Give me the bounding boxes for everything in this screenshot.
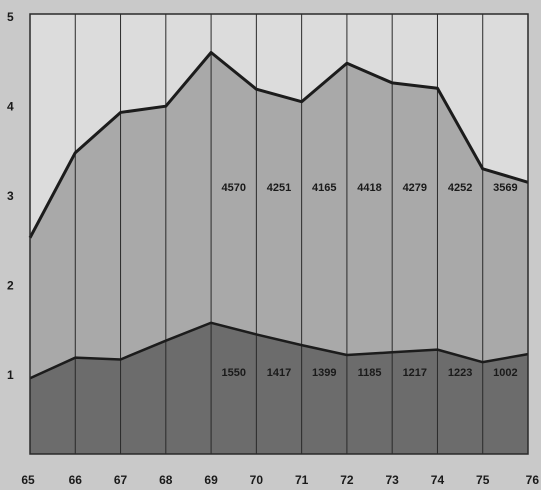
y-tick-label-1: 1 (7, 368, 14, 382)
y-tick-label-4: 4 (7, 100, 14, 114)
lower-data-label-75: 1002 (493, 367, 517, 379)
upper-data-label-75: 3569 (493, 182, 517, 194)
lower-data-label-73: 1217 (403, 367, 427, 379)
x-tick-label-71: 71 (295, 473, 309, 487)
upper-data-label-73: 4279 (403, 182, 427, 194)
x-tick-label-70: 70 (250, 473, 264, 487)
x-tick-label-68: 68 (159, 473, 173, 487)
lower-series-line (29, 321, 529, 380)
lower-data-label-70: 1417 (267, 367, 291, 379)
upper-data-label-74: 4252 (448, 182, 472, 194)
lower-data-label-71: 1399 (312, 367, 336, 379)
lower-data-label-72: 1185 (358, 367, 382, 379)
x-tick-label-73: 73 (386, 473, 400, 487)
y-tick-label-5: 5 (7, 10, 14, 24)
x-tick-label-69: 69 (204, 473, 218, 487)
plot-frame (29, 13, 529, 455)
upper-data-label-72: 4418 (357, 182, 381, 194)
x-tick-label-65: 65 (21, 473, 35, 487)
x-tick-label-74: 74 (431, 473, 445, 487)
lower-data-label-74: 1223 (448, 367, 472, 379)
x-tick-label-72: 72 (340, 473, 354, 487)
x-tick-label-67: 67 (114, 473, 128, 487)
upper-data-label-69: 4570 (221, 182, 245, 194)
lower-data-label-69: 1550 (221, 367, 245, 379)
y-tick-label-3: 3 (7, 189, 14, 203)
lower-series-area (30, 322, 528, 454)
x-tick-label-66: 66 (69, 473, 83, 487)
upper-data-label-70: 4251 (267, 182, 291, 194)
upper-series-line (28, 50, 529, 239)
x-tick-label-75: 75 (476, 473, 490, 487)
x-tick-label-76: 76 (526, 473, 540, 487)
y-tick-label-2: 2 (7, 279, 14, 293)
upper-data-label-71: 4165 (312, 182, 336, 194)
